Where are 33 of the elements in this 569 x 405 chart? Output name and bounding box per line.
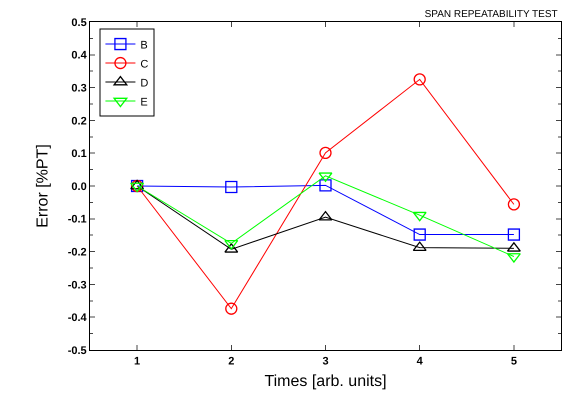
y-tick-label: 0.3 xyxy=(71,82,87,94)
y-tick-label: 0.0 xyxy=(71,180,87,193)
x-tick-label: 5 xyxy=(510,355,517,368)
point xyxy=(225,180,238,194)
legend-label: B xyxy=(140,39,148,52)
x-tick-label: 2 xyxy=(228,355,234,368)
x-tick-label: 1 xyxy=(134,355,140,368)
y-tick-label: 0.1 xyxy=(71,148,87,160)
point xyxy=(319,179,332,192)
legend-label: E xyxy=(140,96,148,108)
y-tick-label: 0.5 xyxy=(71,16,87,29)
point xyxy=(319,146,332,160)
point xyxy=(508,198,520,211)
y-tick-label: -0.2 xyxy=(68,246,87,258)
point xyxy=(414,73,426,86)
point xyxy=(508,228,520,241)
y-tick-label: -0.3 xyxy=(68,279,87,292)
y-tick-label: -0.1 xyxy=(68,214,87,226)
y-tick-label: 0.4 xyxy=(71,50,88,62)
y-tick-label: -0.5 xyxy=(68,344,87,357)
legend-label: C xyxy=(140,58,148,70)
x-tick-label: 3 xyxy=(322,355,329,368)
point xyxy=(225,302,238,315)
x-tick-label: 4 xyxy=(416,355,424,368)
y-axis-title: Error [%PT] xyxy=(34,144,52,228)
legend-label: D xyxy=(140,77,148,90)
chart-title: SPAN REPEATABILITY TEST xyxy=(424,9,558,20)
y-tick-label: -0.4 xyxy=(68,312,88,324)
y-tick-label: 0.2 xyxy=(71,115,87,128)
point xyxy=(414,228,426,241)
point xyxy=(318,172,332,182)
x-axis-title: Times [arb. units] xyxy=(264,373,387,390)
point xyxy=(318,211,332,221)
